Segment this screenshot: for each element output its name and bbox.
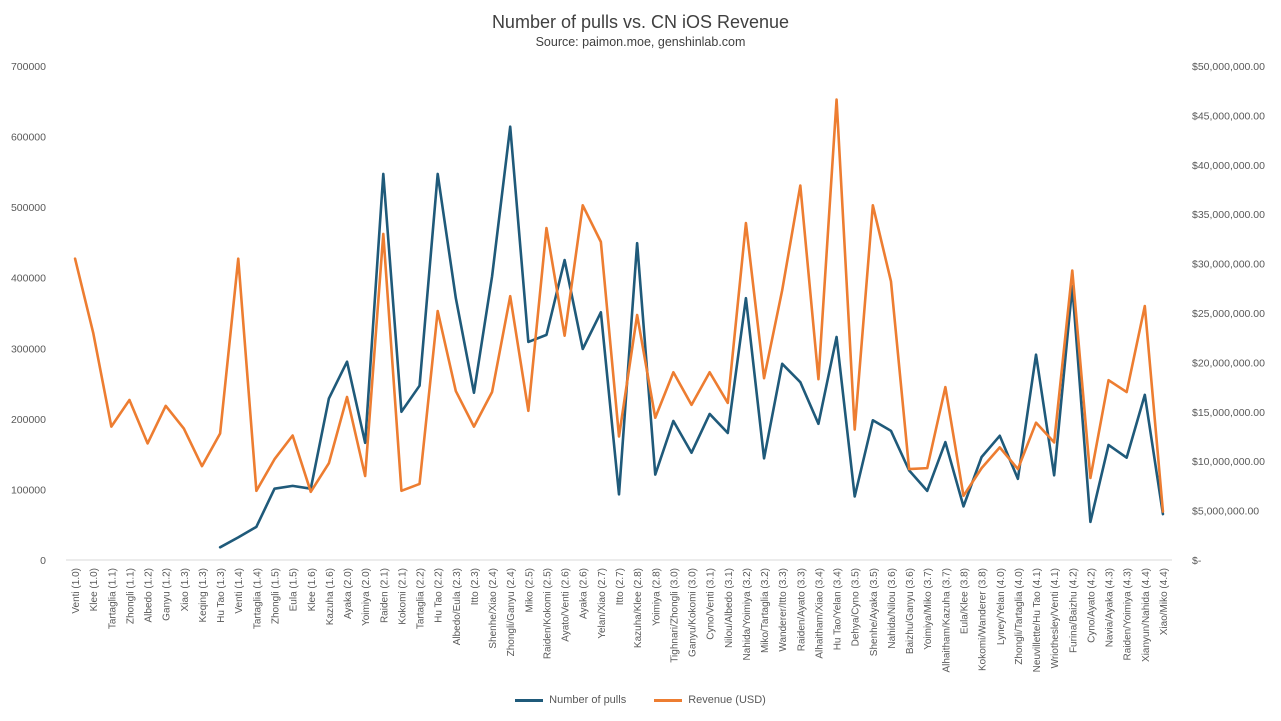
x-category-label: Ayaka (2.6): [579, 568, 590, 619]
y-right-tick-label: $20,000,000.00: [1192, 357, 1265, 369]
x-category-label: Venti (1.4): [234, 568, 245, 614]
x-category-label: Raiden/Kokomi (2.5): [542, 568, 553, 659]
x-category-label: Klee (1.0): [89, 568, 100, 611]
x-category-label: Dehya/Cyno (3.5): [851, 568, 862, 646]
x-category-label: Shenhe/Ayaka (3.5): [869, 568, 880, 656]
y-right-tick-label: $10,000,000.00: [1192, 456, 1265, 468]
x-category-label: Zhongli (1.1): [125, 568, 136, 624]
x-category-label: Furina/Baizhu (4.2): [1068, 568, 1079, 653]
legend-swatch-revenue: [654, 698, 683, 702]
x-category-label: Kazuha (1.6): [325, 568, 336, 625]
x-category-label: Wanderer/Itto (3.3): [778, 568, 789, 652]
y-left-tick-label: 500000: [11, 202, 46, 214]
chart-legend: Number of pulls Revenue (USD): [0, 694, 1281, 706]
x-category-label: Tartaglia (1.4): [252, 568, 263, 629]
y-left-tick-label: 100000: [11, 484, 46, 496]
y-left-tick-label: 600000: [11, 132, 46, 144]
x-category-label: Tartaglia (1.1): [107, 568, 118, 629]
y-right-tick-label: $35,000,000.00: [1192, 209, 1265, 221]
x-category-label: Itto (2.3): [470, 568, 481, 605]
x-category-label: Hu Tao/Yelan (3.4): [833, 568, 844, 650]
y-right-tick-label: $-: [1192, 555, 1202, 567]
x-category-label: Raiden/Ayato (3.3): [796, 568, 807, 651]
x-category-label: Nahida/Nilou (3.6): [887, 568, 898, 649]
x-category-label: Eula/Klee (3.8): [959, 568, 970, 634]
x-category-label: Ganyu (1.2): [162, 568, 173, 621]
x-category-label: Cyno/Ayato (4.2): [1086, 568, 1097, 643]
x-category-label: Yelan/Xiao (2.7): [597, 568, 608, 639]
x-category-label: Ayaka (2.0): [343, 568, 354, 619]
x-category-label: Cyno/Venti (3.1): [706, 568, 717, 640]
x-category-label: Zhongli/Tartaglia (4.0): [1014, 568, 1025, 665]
x-category-label: Shenhe/Xiao (2.4): [488, 568, 499, 649]
y-right-tick-label: $40,000,000.00: [1192, 160, 1265, 172]
x-category-label: Yoimiya (2.8): [651, 568, 662, 626]
x-category-label: Hu Tao (1.3): [216, 568, 227, 623]
x-category-label: Miko/Tartaglia (3.2): [760, 568, 771, 653]
x-category-label: Ganyu/Kokomi (3.0): [688, 568, 699, 657]
x-category-label: Keqing (1.3): [198, 568, 209, 622]
x-category-label: Wriothesley/Venti (4.1): [1050, 568, 1061, 668]
y-right-tick-label: $25,000,000.00: [1192, 308, 1265, 320]
x-category-label: Eula (1.5): [289, 568, 300, 611]
y-left-tick-label: 200000: [11, 414, 46, 426]
x-category-label: Hu Tao (2.2): [434, 568, 445, 623]
x-category-label: Raiden (2.1): [379, 568, 390, 623]
y-left-tick-label: 700000: [11, 61, 46, 73]
legend-label-pulls: Number of pulls: [549, 694, 627, 706]
x-category-label: Albedo (1.2): [144, 568, 155, 622]
y-right-tick-label: $50,000,000.00: [1192, 61, 1265, 73]
x-category-label: Neuvillette/Hu Tao (4.1): [1032, 568, 1043, 672]
x-category-label: Alhaitham/Kazuha (3.7): [941, 568, 952, 673]
x-category-label: Xiao/Miko (4.4): [1159, 568, 1170, 635]
x-category-label: Xiao (1.3): [180, 568, 191, 611]
x-category-label: Kazuha/Klee (2.8): [633, 568, 644, 648]
x-category-label: Nilou/Albedo (3.1): [724, 568, 735, 648]
x-category-label: Yoimiya (2.0): [361, 568, 372, 626]
x-category-label: Lyney/Yelan (4.0): [996, 568, 1007, 645]
x-category-label: Alhaitham/Xiao (3.4): [814, 568, 825, 659]
legend-item-pulls[interactable]: Number of pulls: [515, 694, 626, 706]
x-category-label: Kokomi (2.1): [397, 568, 408, 625]
x-category-label: Tighnari/Zhongli (3.0): [669, 568, 680, 663]
y-right-tick-label: $15,000,000.00: [1192, 407, 1265, 419]
x-category-label: Kokomi/Wanderer (3.8): [978, 568, 989, 671]
x-category-label: Yoimiya/Miko (3.7): [923, 568, 934, 650]
chart-title: Number of pulls vs. CN iOS Revenue: [491, 12, 790, 32]
legend-label-revenue: Revenue (USD): [688, 694, 766, 706]
x-category-label: Tartaglia (2.2): [416, 568, 427, 629]
x-category-label: Ayato/Venti (2.6): [561, 568, 572, 642]
x-category-label: Zhongli (1.5): [271, 568, 282, 624]
x-category-label: Klee (1.6): [307, 568, 318, 611]
series-line-pulls: [218, 125, 1165, 549]
x-category-label: Navia/Ayaka (4.3): [1105, 568, 1116, 647]
x-category-label: Miko (2.5): [524, 568, 535, 612]
legend-item-revenue[interactable]: Revenue (USD): [654, 694, 766, 706]
x-category-label: Nahida/Yoimiya (3.2): [742, 568, 753, 660]
x-category-label: Itto (2.7): [615, 568, 626, 605]
x-category-label: Baizhu/Ganyu (3.6): [905, 568, 916, 654]
legend-swatch-pulls: [515, 698, 544, 702]
chart-subtitle: Source: paimon.moe, genshinlab.com: [535, 35, 746, 49]
y-left-tick-label: 300000: [11, 343, 46, 355]
x-category-label: Zhongli/Ganyu (2.4): [506, 568, 517, 656]
y-right-tick-label: $30,000,000.00: [1192, 259, 1265, 271]
y-left-tick-label: 0: [40, 555, 46, 567]
y-right-tick-label: $45,000,000.00: [1192, 110, 1265, 122]
x-category-label: Albedo/Eula (2.3): [452, 568, 463, 645]
x-category-label: Xianyun/Nahida (4.4): [1141, 568, 1152, 662]
x-category-label: Raiden/Yoimiya (4.3): [1123, 568, 1134, 660]
y-right-tick-label: $5,000,000.00: [1192, 506, 1259, 518]
x-category-label: Venti (1.0): [71, 568, 82, 614]
series-line-revenue: [73, 98, 1165, 513]
y-left-tick-label: 400000: [11, 273, 46, 285]
